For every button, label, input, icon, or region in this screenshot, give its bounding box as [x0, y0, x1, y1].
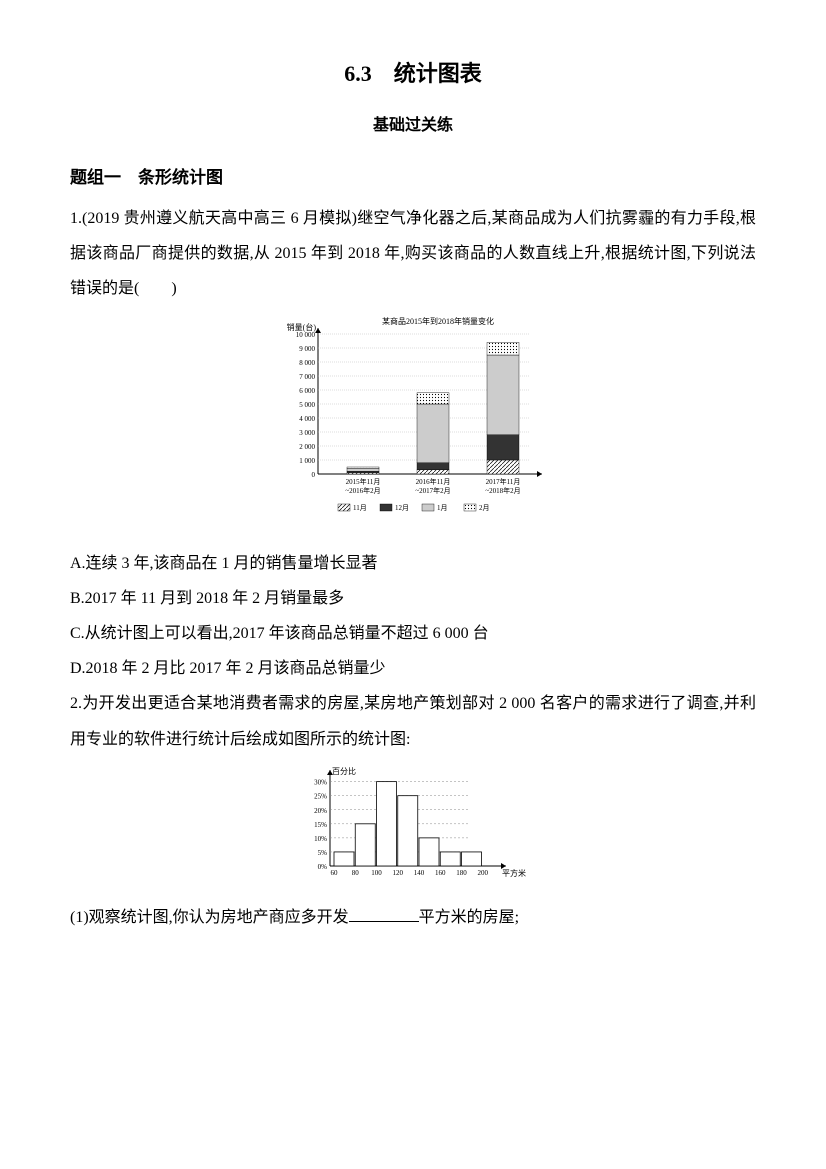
question-1-option-b: B.2017 年 11 月到 2018 年 2 月销量最多	[70, 581, 756, 616]
svg-text:0: 0	[312, 471, 316, 479]
sales-stacked-bar-chart: 某商品2015年到2018年销量变化销量(台)01 0002 0003 0004…	[278, 312, 548, 528]
svg-text:7 000: 7 000	[299, 373, 315, 381]
svg-text:~2018年2月: ~2018年2月	[485, 486, 520, 495]
svg-text:1月: 1月	[437, 504, 448, 512]
svg-text:60: 60	[331, 869, 339, 877]
svg-text:2 000: 2 000	[299, 443, 315, 451]
svg-text:11月: 11月	[353, 504, 367, 512]
svg-text:2016年11月: 2016年11月	[416, 477, 451, 486]
svg-text:2015年11月: 2015年11月	[346, 477, 381, 486]
question-1-option-a: A.连续 3 年,该商品在 1 月的销售量增长显著	[70, 546, 756, 581]
svg-text:2月: 2月	[479, 504, 490, 512]
svg-text:某商品2015年到2018年销量变化: 某商品2015年到2018年销量变化	[382, 316, 494, 326]
svg-text:30%: 30%	[314, 778, 327, 786]
svg-text:1 000: 1 000	[299, 457, 315, 465]
svg-text:6 000: 6 000	[299, 387, 315, 395]
chart-2-container: 百分比平方米 0% 5% 10% 15% 20% 25% 30% 60 80 100 120 140 16…	[70, 762, 756, 895]
svg-text:~2017年2月: ~2017年2月	[415, 486, 450, 495]
svg-text:10%: 10%	[314, 835, 327, 843]
housing-bar-chart: 百分比平方米 0% 5% 10% 15% 20% 25% 30% 60 80 100 120 140 16…	[298, 762, 528, 882]
q2-sub1-post: 平方米的房屋;	[419, 909, 519, 926]
svg-text:2017年11月: 2017年11月	[486, 477, 521, 486]
question-1-option-c: C.从统计图上可以看出,2017 年该商品总销量不超过 6 000 台	[70, 616, 756, 651]
page-title: 6.3 统计图表	[70, 50, 756, 98]
svg-text:12月: 12月	[395, 504, 409, 512]
group-heading-1: 题组一 条形统计图	[70, 159, 756, 196]
chart-1-container: 某商品2015年到2018年销量变化销量(台)01 0002 0003 0004…	[70, 312, 756, 541]
svg-text:140: 140	[414, 869, 425, 877]
q2-sub1-pre: (1)观察统计图,你认为房地产商应多开发	[70, 909, 349, 926]
svg-text:5 000: 5 000	[299, 401, 315, 409]
svg-text:15%: 15%	[314, 821, 327, 829]
svg-text:3 000: 3 000	[299, 429, 315, 437]
svg-text:200: 200	[478, 869, 489, 877]
svg-text:9 000: 9 000	[299, 345, 315, 353]
svg-text:120: 120	[393, 869, 404, 877]
svg-text:8 000: 8 000	[299, 359, 315, 367]
svg-text:5%: 5%	[318, 849, 328, 857]
svg-text:百分比: 百分比	[332, 766, 356, 776]
svg-text:10 000: 10 000	[296, 331, 316, 339]
question-2-stem: 2.为开发出更适合某地消费者需求的房屋,某房地产策划部对 2 000 名客户的需…	[70, 686, 756, 756]
svg-text:4 000: 4 000	[299, 415, 315, 423]
question-1-stem: 1.(2019 贵州遵义航天高中高三 6 月模拟)继空气净化器之后,某商品成为人…	[70, 201, 756, 307]
svg-text:80: 80	[352, 869, 360, 877]
question-1-option-d: D.2018 年 2 月比 2017 年 2 月该商品总销量少	[70, 651, 756, 686]
svg-text:平方米: 平方米	[502, 868, 526, 878]
svg-text:0%: 0%	[318, 863, 328, 871]
page-subtitle: 基础过关练	[70, 108, 756, 143]
question-2-sub1: (1)观察统计图,你认为房地产商应多开发 平方米的房屋;	[70, 900, 756, 935]
svg-text:160: 160	[435, 869, 446, 877]
blank-field[interactable]	[349, 905, 419, 922]
svg-text:100: 100	[371, 869, 382, 877]
svg-text:20%: 20%	[314, 807, 327, 815]
svg-text:180: 180	[456, 869, 467, 877]
svg-text:25%: 25%	[314, 793, 327, 801]
svg-text:~2016年2月: ~2016年2月	[345, 486, 380, 495]
